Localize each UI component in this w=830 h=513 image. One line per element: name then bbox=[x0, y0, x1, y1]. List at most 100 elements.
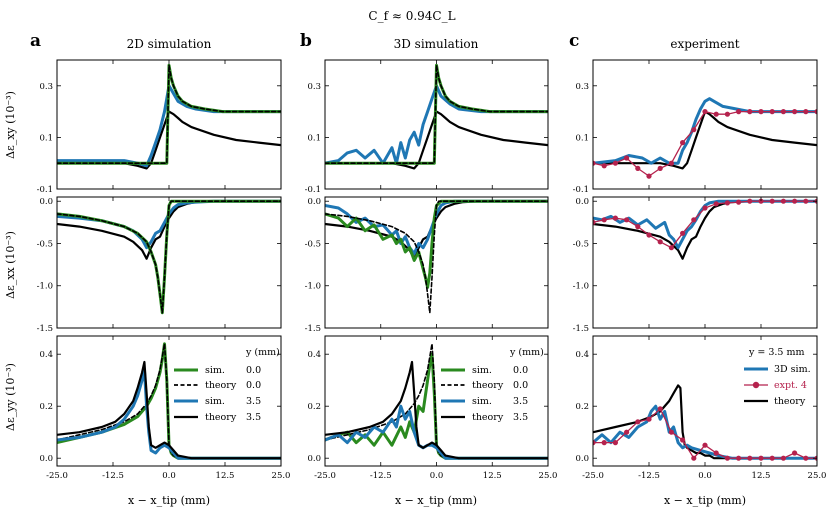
legend-experiment: y = 3.5 mm 3D sim. expt. 4 theory bbox=[748, 347, 811, 407]
data-point bbox=[702, 442, 708, 448]
data-point bbox=[769, 198, 775, 204]
series-line-theory-0-0 bbox=[325, 64, 548, 164]
x-tick-label: -12.5 bbox=[370, 471, 392, 481]
data-point bbox=[792, 450, 798, 456]
data-point bbox=[691, 455, 697, 461]
y-tick-label: 0.1 bbox=[575, 133, 589, 143]
legend-sim-label: sim. bbox=[205, 396, 225, 407]
y-tick-label: 0.0 bbox=[575, 197, 589, 207]
x-tick-label: 12.5 bbox=[483, 471, 502, 481]
series-group bbox=[57, 63, 281, 170]
y-tick-label: 0.2 bbox=[39, 402, 53, 412]
y-tick-label: -1.5 bbox=[573, 324, 589, 334]
data-point bbox=[657, 406, 663, 412]
y-tick-label: -1.0 bbox=[305, 282, 321, 292]
data-point bbox=[814, 109, 817, 115]
series-line-theory-3-5 bbox=[57, 360, 281, 460]
y-tick-label: 0.4 bbox=[307, 350, 321, 360]
x-tick-label: 12.5 bbox=[752, 471, 771, 481]
series-line-3d-sim- bbox=[593, 97, 817, 165]
data-point bbox=[724, 111, 731, 117]
data-point bbox=[635, 224, 641, 230]
data-point bbox=[612, 160, 619, 166]
legend-sim-label: sim. bbox=[472, 365, 492, 376]
data-point bbox=[713, 111, 719, 117]
data-point bbox=[758, 109, 764, 115]
series-group bbox=[325, 63, 548, 170]
y-tick-label: -0.5 bbox=[305, 239, 321, 249]
x-tick-label: 25.0 bbox=[539, 471, 558, 481]
ylabel-exy: Δε_xy (10⁻³) bbox=[4, 91, 17, 159]
x-tick-label: 25.0 bbox=[272, 471, 291, 481]
legend-sim-label: theory bbox=[205, 412, 237, 423]
data-point bbox=[593, 219, 596, 225]
data-point bbox=[792, 109, 798, 115]
legend-sim-value: 0.0 bbox=[513, 365, 528, 376]
legend-sim-header: y (mm) bbox=[245, 347, 280, 358]
data-point bbox=[668, 160, 675, 166]
panel-c-xy: -0.1 0.1 0.3 bbox=[573, 59, 818, 195]
panel-c-xx: -1.5 -1.0 -0.5 0.0 bbox=[573, 196, 818, 334]
data-point bbox=[803, 198, 809, 204]
panel-b-xy: -0.1 0.1 0.3 bbox=[305, 59, 549, 195]
y-tick-label: -0.1 bbox=[37, 185, 53, 195]
x-tick-label: 0.0 bbox=[162, 471, 176, 481]
data-point bbox=[624, 429, 630, 435]
data-point bbox=[593, 160, 596, 166]
data-point bbox=[657, 239, 663, 245]
data-point bbox=[646, 232, 652, 238]
xlabel-a: x − x_tip (mm) bbox=[128, 494, 210, 507]
x-tick-label: 0.0 bbox=[430, 471, 444, 481]
y-tick-label: -1.0 bbox=[573, 282, 589, 292]
data-point bbox=[680, 230, 686, 236]
data-point bbox=[668, 245, 675, 251]
legend-exp-label: expt. 4 bbox=[774, 380, 807, 391]
xlabel-c: x − x_tip (mm) bbox=[664, 494, 746, 507]
legend-sim-label: sim. bbox=[205, 365, 225, 376]
data-point bbox=[646, 173, 652, 179]
data-point bbox=[792, 198, 798, 204]
column-title-2d: 2D simulation bbox=[127, 37, 212, 51]
panel-a-yy: -25.0 -12.5 0.0 12.5 25.0 0.0 0.2 0.4 bbox=[39, 335, 291, 481]
data-point bbox=[612, 215, 619, 221]
data-point bbox=[769, 455, 775, 461]
series-group bbox=[593, 97, 817, 179]
data-point bbox=[780, 109, 787, 115]
panel-b-yy: -25.0 -12.5 0.0 12.5 25.0 0.0 0.2 0.4 bbox=[307, 335, 558, 481]
data-point bbox=[624, 155, 630, 161]
x-tick-label: -25.0 bbox=[314, 471, 336, 481]
y-tick-label: -0.5 bbox=[573, 239, 589, 249]
series-group bbox=[57, 342, 281, 460]
legend-simulation-b: y (mm) sim. 0.0 theory 0.0 sim. 3.5 theo… bbox=[472, 347, 544, 423]
data-point bbox=[780, 198, 787, 204]
data-point bbox=[657, 165, 663, 171]
ylabel-eyy: Δε_yy (10⁻³) bbox=[4, 363, 17, 431]
data-point bbox=[713, 201, 719, 207]
y-tick-label: 0.0 bbox=[575, 454, 589, 464]
data-point bbox=[747, 109, 753, 115]
legend-sim-label: theory bbox=[472, 380, 504, 391]
y-tick-label: -0.5 bbox=[37, 239, 53, 249]
y-tick-label: 0.1 bbox=[39, 133, 53, 143]
legend-sim-value: 3.5 bbox=[246, 412, 261, 423]
figure-suptitle: C_f ≈ 0.94C_L bbox=[368, 9, 455, 23]
y-tick-label: -1.5 bbox=[305, 324, 321, 334]
data-point bbox=[713, 450, 719, 456]
y-tick-label: 0.2 bbox=[307, 402, 321, 412]
series-line-theory-3-5 bbox=[325, 360, 548, 460]
panel-c-yy: -25.0 -12.5 0.0 12.5 25.0 0.0 0.2 0.4 bbox=[575, 335, 826, 481]
series-group bbox=[325, 342, 548, 460]
x-tick-label: -12.5 bbox=[638, 471, 660, 481]
data-point bbox=[668, 429, 675, 435]
panel-a-xx: -1.5 -1.0 -0.5 0.0 bbox=[37, 196, 282, 334]
legend-sim-label: theory bbox=[472, 412, 504, 423]
y-tick-label: 0.3 bbox=[575, 82, 589, 92]
xlabel-b: x − x_tip (mm) bbox=[395, 494, 477, 507]
data-point bbox=[780, 455, 787, 461]
data-point bbox=[624, 217, 630, 223]
data-point bbox=[601, 217, 607, 223]
series-line-theory-0-0 bbox=[325, 200, 548, 314]
panel-b-xx: -1.5 -1.0 -0.5 0.0 bbox=[305, 196, 549, 334]
series-line-theory-0-0 bbox=[57, 64, 281, 164]
